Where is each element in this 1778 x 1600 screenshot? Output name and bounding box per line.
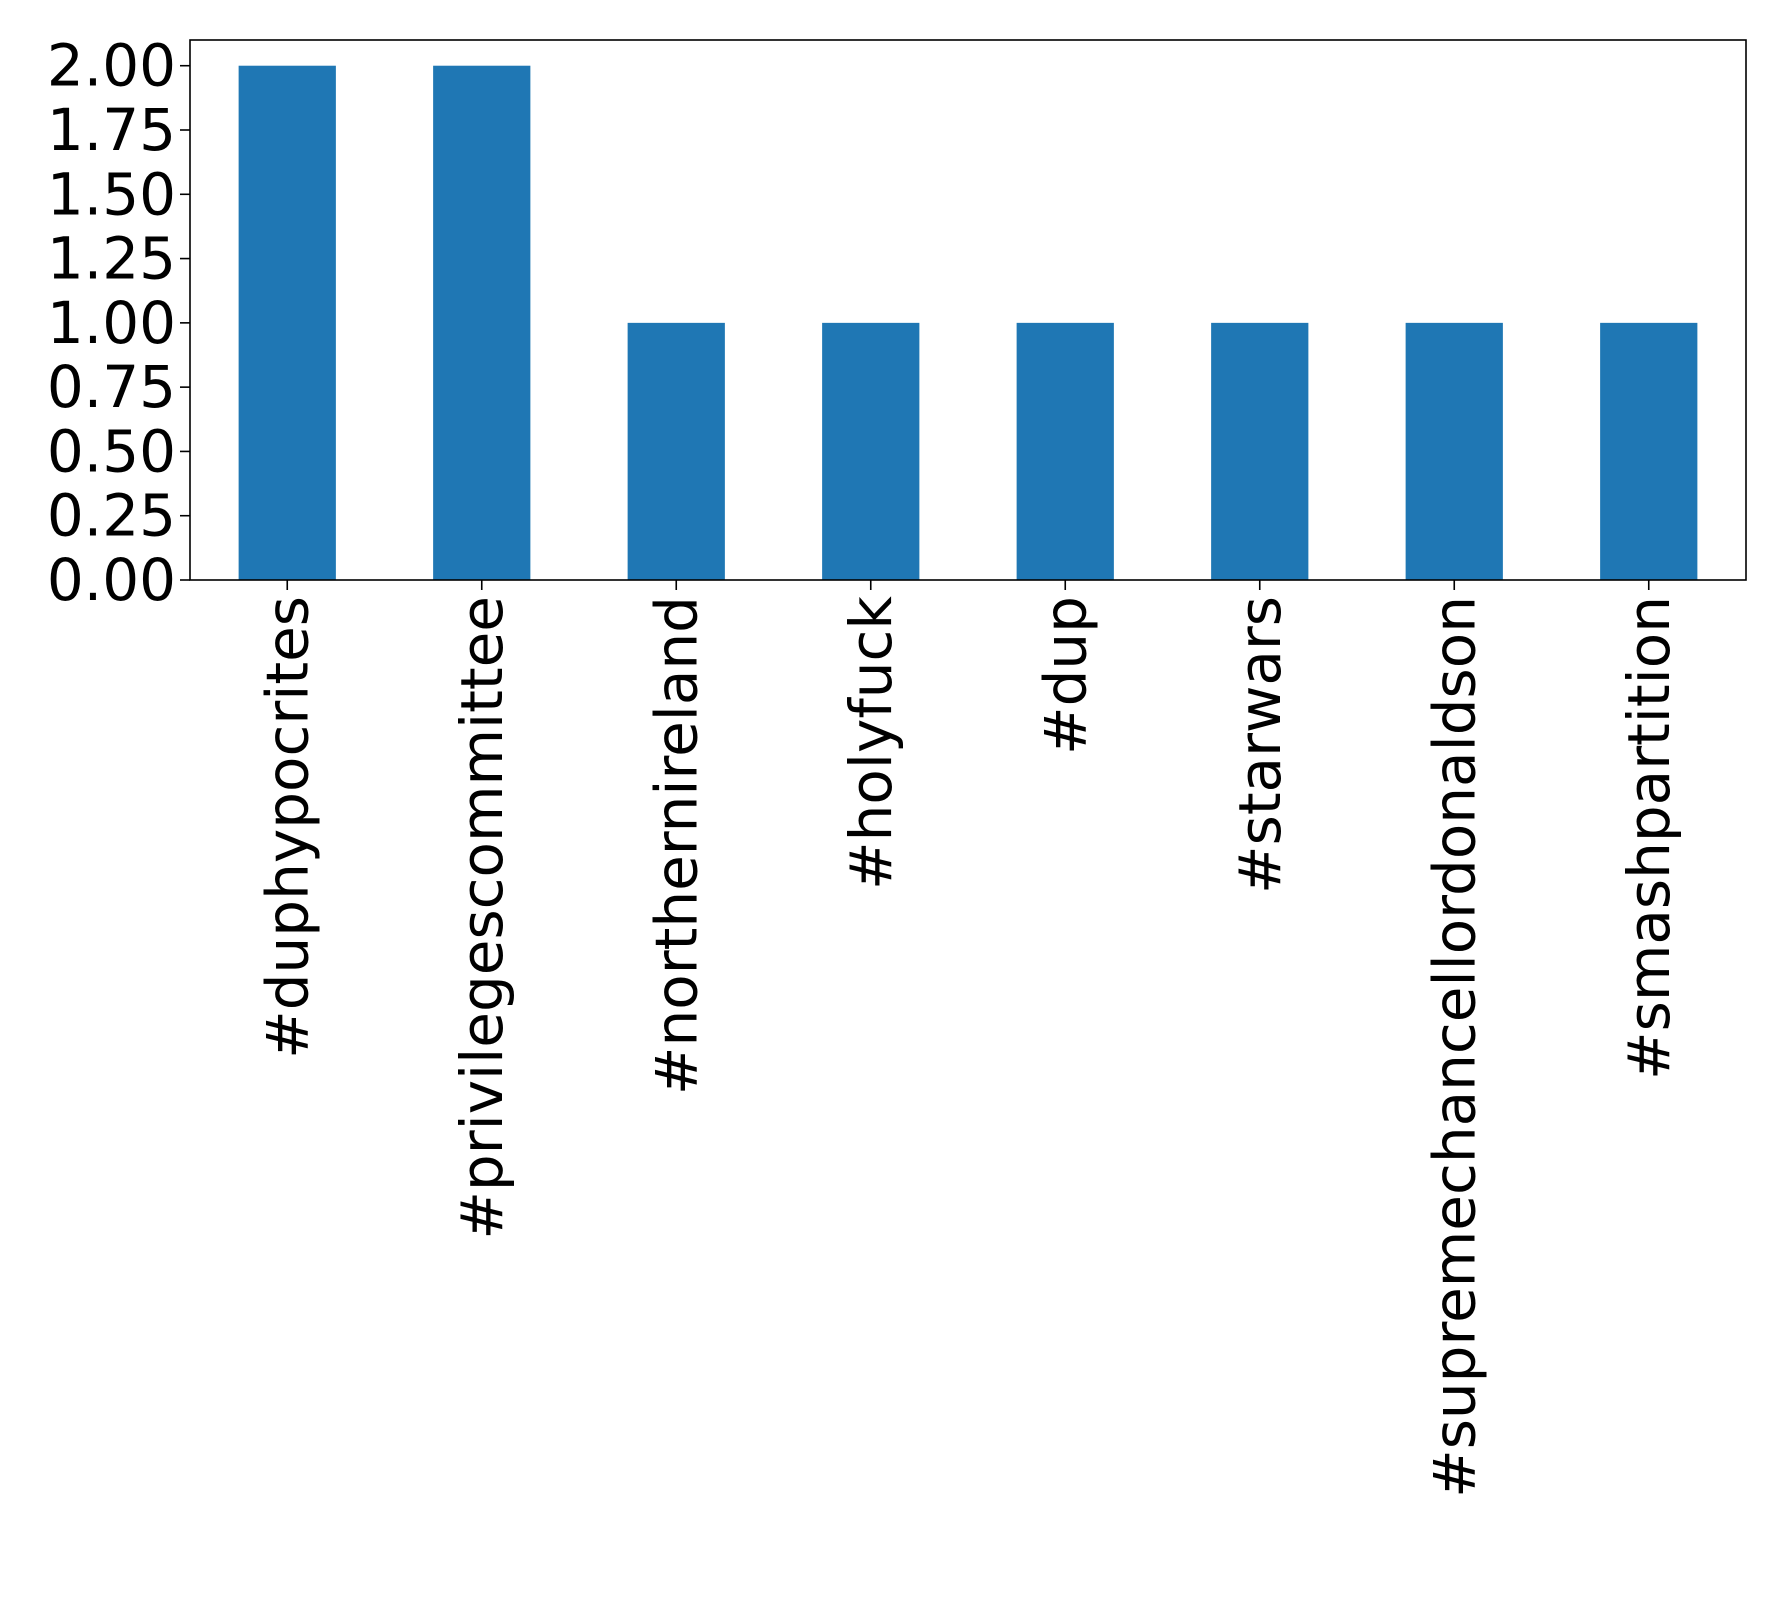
x-axis: #duphypocrites #privilegescommittee #north… bbox=[253, 580, 1683, 1498]
x-tick-label-0: #duphypocrites bbox=[253, 596, 321, 1059]
y-tick-label-6: 1.50 bbox=[47, 160, 176, 228]
bar-2 bbox=[627, 322, 725, 580]
bar-1 bbox=[433, 65, 531, 580]
y-tick-label-2: 0.50 bbox=[47, 417, 176, 485]
x-tick-label-1: #privilegescommittee bbox=[448, 596, 516, 1240]
y-tick-label-1: 0.25 bbox=[47, 482, 176, 550]
y-tick-label-5: 1.25 bbox=[47, 225, 176, 293]
x-tick-label-7: #smashpartition bbox=[1615, 596, 1683, 1080]
bar-4 bbox=[1016, 322, 1114, 580]
y-tick-label-7: 1.75 bbox=[47, 96, 176, 164]
x-tick-label-5: #starwars bbox=[1226, 596, 1294, 894]
plot-frame bbox=[189, 39, 1747, 581]
x-tick-label-4: #dup bbox=[1031, 596, 1099, 755]
y-tick-label-4: 1.00 bbox=[47, 289, 176, 357]
bars-group bbox=[238, 65, 1698, 580]
bar-5 bbox=[1211, 322, 1309, 580]
x-tick-label-2: #northernireland bbox=[642, 596, 710, 1095]
bar-0 bbox=[238, 65, 336, 580]
bar-6 bbox=[1405, 322, 1503, 580]
y-tick-label-8: 2.00 bbox=[47, 32, 176, 100]
y-axis: 0.000.250.500.751.001.251.501.752.00 bbox=[47, 32, 190, 614]
bar-7 bbox=[1600, 322, 1698, 580]
y-tick-label-0: 0.00 bbox=[47, 546, 176, 614]
x-tick-label-3: #holyfuck bbox=[837, 596, 905, 890]
x-tick-label-6: #supremechancellordonaldson bbox=[1420, 596, 1488, 1498]
bar-3 bbox=[822, 322, 920, 580]
y-tick-label-3: 0.75 bbox=[47, 353, 176, 421]
